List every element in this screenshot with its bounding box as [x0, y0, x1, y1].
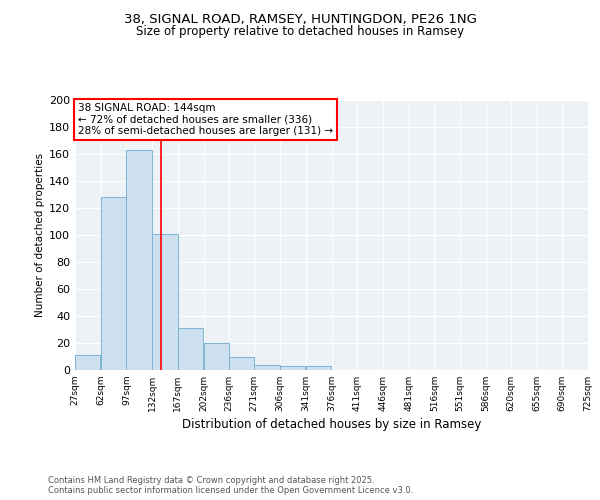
Bar	[203, 343, 229, 370]
Y-axis label: Number of detached properties: Number of detached properties	[35, 153, 45, 317]
Text: Contains HM Land Registry data © Crown copyright and database right 2025.
Contai: Contains HM Land Registry data © Crown c…	[48, 476, 413, 495]
X-axis label: Distribution of detached houses by size in Ramsey: Distribution of detached houses by size …	[182, 418, 481, 431]
Text: 38, SIGNAL ROAD, RAMSEY, HUNTINGDON, PE26 1NG: 38, SIGNAL ROAD, RAMSEY, HUNTINGDON, PE2…	[124, 12, 476, 26]
Bar	[254, 364, 280, 370]
Text: 38 SIGNAL ROAD: 144sqm
← 72% of detached houses are smaller (336)
28% of semi-de: 38 SIGNAL ROAD: 144sqm ← 72% of detached…	[78, 103, 333, 136]
Bar	[280, 366, 305, 370]
Bar	[178, 328, 203, 370]
Bar	[229, 356, 254, 370]
Text: Size of property relative to detached houses in Ramsey: Size of property relative to detached ho…	[136, 25, 464, 38]
Bar	[101, 197, 126, 370]
Bar	[306, 366, 331, 370]
Bar	[127, 150, 152, 370]
Bar	[75, 355, 100, 370]
Bar	[152, 234, 178, 370]
